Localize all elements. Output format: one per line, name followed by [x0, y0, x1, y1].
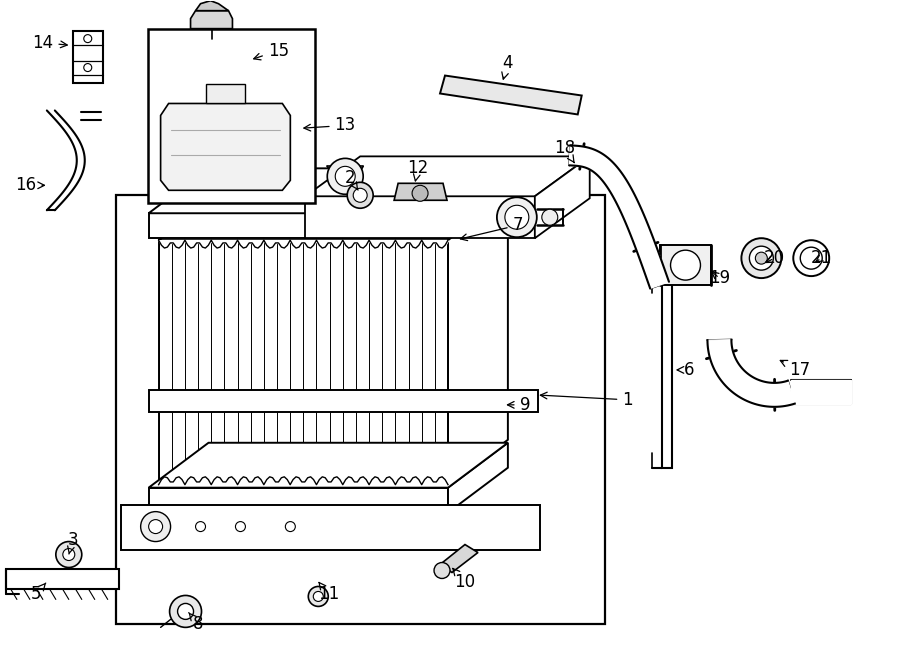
Text: 20: 20	[764, 249, 785, 267]
Circle shape	[148, 520, 163, 533]
Circle shape	[347, 182, 374, 208]
Circle shape	[353, 188, 367, 202]
Polygon shape	[535, 157, 590, 238]
Circle shape	[309, 586, 328, 606]
Circle shape	[497, 197, 536, 237]
Polygon shape	[158, 195, 508, 240]
Circle shape	[84, 63, 92, 71]
Polygon shape	[305, 157, 590, 196]
Polygon shape	[148, 214, 448, 238]
Polygon shape	[148, 169, 508, 214]
Circle shape	[140, 512, 171, 541]
Text: 18: 18	[554, 139, 575, 163]
Bar	[662, 278, 671, 468]
Text: 17: 17	[780, 360, 810, 379]
Bar	[73, 30, 103, 83]
Polygon shape	[158, 240, 448, 485]
Text: 3: 3	[68, 531, 78, 554]
Polygon shape	[195, 1, 229, 11]
Text: 12: 12	[408, 159, 428, 181]
Bar	[116, 195, 605, 625]
Circle shape	[670, 250, 700, 280]
Text: 16: 16	[15, 176, 44, 194]
Text: 9: 9	[508, 396, 530, 414]
Polygon shape	[707, 340, 795, 407]
Text: 21: 21	[811, 249, 832, 267]
Polygon shape	[440, 75, 581, 114]
Circle shape	[177, 603, 194, 619]
Circle shape	[84, 34, 92, 42]
Text: 15: 15	[254, 42, 289, 60]
Polygon shape	[121, 504, 540, 549]
Circle shape	[313, 592, 323, 602]
Text: 1: 1	[540, 391, 633, 409]
Polygon shape	[394, 183, 447, 200]
Polygon shape	[148, 488, 448, 513]
Text: 6: 6	[677, 361, 695, 379]
Circle shape	[195, 522, 205, 531]
Polygon shape	[148, 390, 538, 412]
Circle shape	[63, 549, 75, 561]
Polygon shape	[160, 104, 291, 190]
Circle shape	[800, 247, 823, 269]
Text: 13: 13	[304, 116, 356, 134]
Circle shape	[285, 522, 295, 531]
Circle shape	[505, 206, 529, 229]
Bar	[205, 83, 246, 104]
Bar	[660, 245, 711, 285]
Polygon shape	[191, 11, 232, 28]
Text: 19: 19	[709, 269, 730, 287]
Circle shape	[542, 210, 558, 225]
Text: 11: 11	[318, 582, 339, 603]
Circle shape	[755, 252, 768, 264]
Polygon shape	[448, 443, 508, 513]
Text: 5: 5	[31, 583, 46, 603]
Circle shape	[750, 246, 773, 270]
Text: 4: 4	[502, 54, 513, 79]
Polygon shape	[6, 570, 119, 590]
Text: 7: 7	[461, 216, 523, 241]
Circle shape	[236, 522, 246, 531]
Circle shape	[328, 159, 364, 194]
Polygon shape	[440, 545, 478, 572]
Polygon shape	[448, 195, 508, 485]
Text: 2: 2	[345, 169, 358, 190]
Circle shape	[56, 541, 82, 568]
Text: 10: 10	[453, 568, 475, 592]
Circle shape	[169, 596, 202, 627]
Circle shape	[742, 238, 781, 278]
Text: 8: 8	[189, 613, 203, 633]
Polygon shape	[305, 196, 535, 238]
Text: 14: 14	[32, 34, 68, 52]
Circle shape	[412, 185, 428, 201]
Circle shape	[335, 167, 356, 186]
Polygon shape	[570, 145, 669, 288]
Polygon shape	[148, 443, 508, 488]
Polygon shape	[791, 380, 851, 404]
Polygon shape	[448, 169, 508, 238]
Bar	[148, 28, 315, 204]
Circle shape	[434, 563, 450, 578]
Circle shape	[793, 240, 829, 276]
